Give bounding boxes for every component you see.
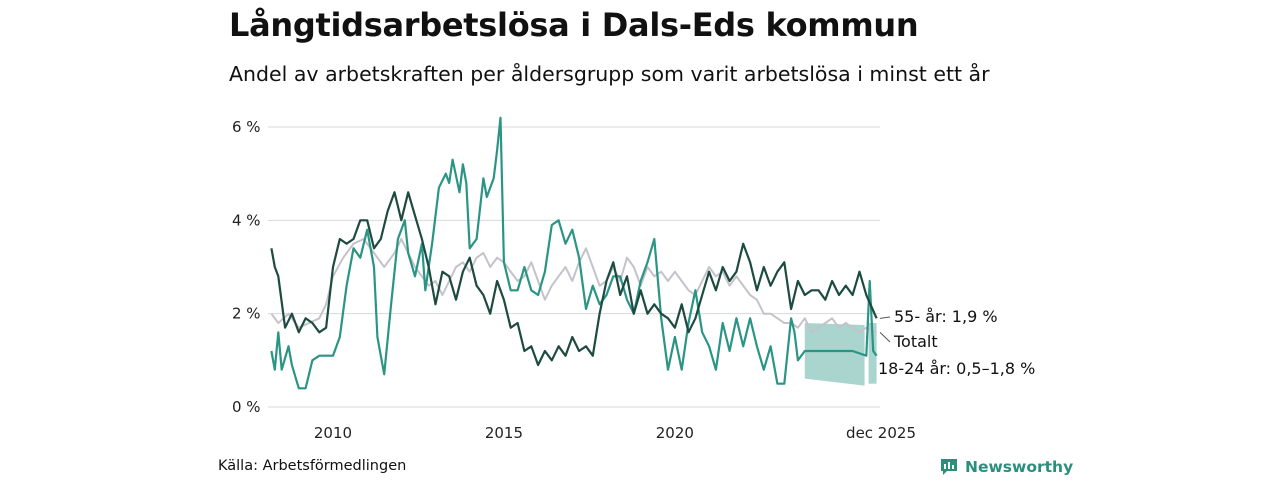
brand[interactable]: Newsworthy <box>939 457 1073 477</box>
y-tick-label: 0 % <box>232 398 261 416</box>
range-band-layer <box>804 323 877 386</box>
x-tick-label: 2020 <box>656 424 694 442</box>
brand-name: Newsworthy <box>965 458 1074 476</box>
series-lines <box>270 116 878 390</box>
source-note: Källa: Arbetsförmedlingen <box>218 458 407 474</box>
label-leader-line <box>879 316 891 319</box>
series-line-55-r <box>270 191 878 367</box>
chart-subtitle: Andel av arbetskraften per åldersgrupp s… <box>229 62 990 86</box>
y-tick-label: 4 % <box>232 211 261 229</box>
newsworthy-logo-icon <box>941 459 957 475</box>
gridlines <box>268 126 880 408</box>
series-line-totalt <box>270 238 878 334</box>
range-band-end <box>868 323 877 384</box>
range-band <box>804 323 865 386</box>
series-line-18-24-r <box>270 116 878 390</box>
chart-title: Långtidsarbetslösa i Dals-Eds kommun <box>229 6 919 44</box>
series-end-label: Totalt <box>893 332 938 351</box>
series-end-label: 18-24 år: 0,5–1,8 % <box>878 359 1035 378</box>
x-tick-label: 2015 <box>485 424 523 442</box>
series-end-label: 55- år: 1,9 % <box>894 307 998 326</box>
axis-labels: 0 % 2 % 4 % 6 % 2010 2015 2020 dec 2025 <box>232 118 916 442</box>
y-tick-label: 2 % <box>232 305 261 323</box>
series-labels: 55- år: 1,9 % Totalt 18-24 år: 0,5–1,8 % <box>878 307 1035 378</box>
x-tick-label: 2010 <box>314 424 352 442</box>
y-tick-label: 6 % <box>232 118 261 136</box>
label-leader-line <box>879 331 891 343</box>
x-tick-label: dec 2025 <box>846 424 916 442</box>
